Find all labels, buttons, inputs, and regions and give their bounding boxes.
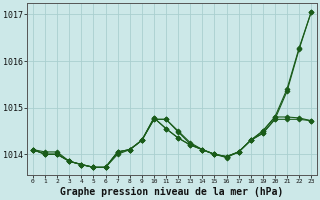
- X-axis label: Graphe pression niveau de la mer (hPa): Graphe pression niveau de la mer (hPa): [60, 187, 284, 197]
